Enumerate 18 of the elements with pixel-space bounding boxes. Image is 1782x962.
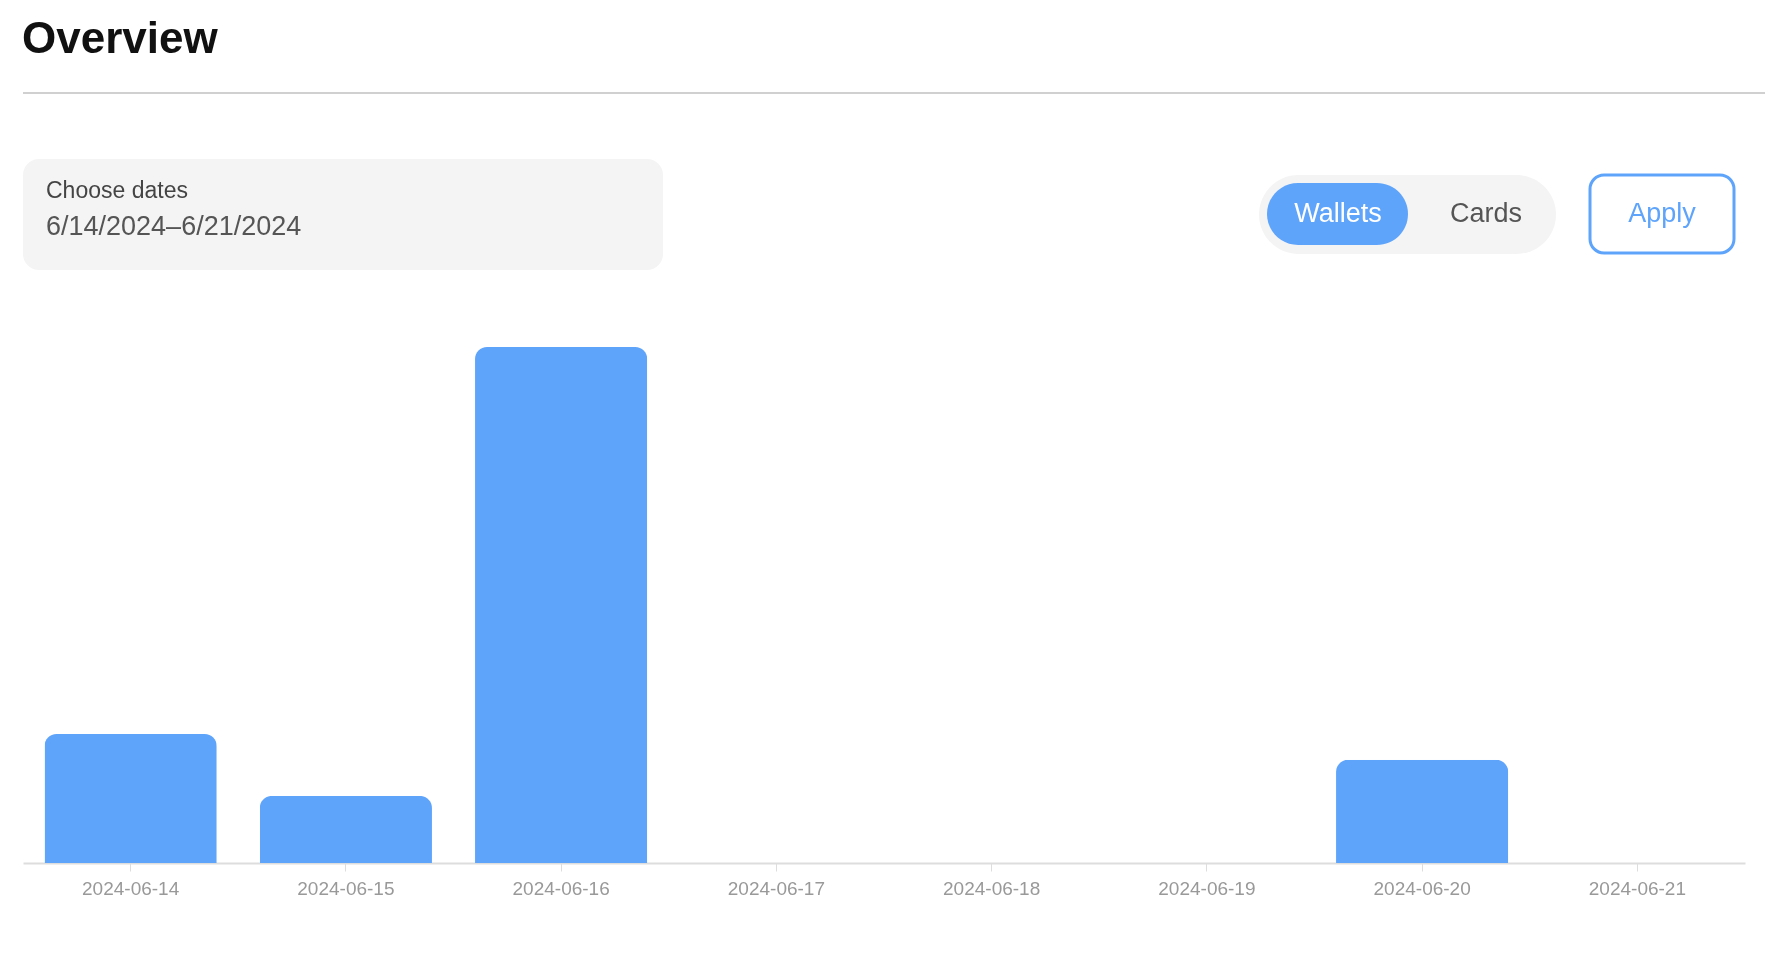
text: Apply (1628, 198, 1697, 228)
x-tick-label: 2024-06-16 (512, 877, 610, 899)
bar (259, 795, 432, 863)
bar (1336, 759, 1509, 863)
text: Choose dates (46, 177, 188, 203)
x-tick-label: 2024-06-17 (727, 877, 825, 899)
x-tick-label: 2024-06-15 (297, 877, 395, 899)
bar (44, 734, 217, 863)
x-tick-label: 2024-06-14 (82, 877, 180, 899)
chart-title: Overview (22, 13, 219, 62)
x-tick-label: 2024-06-20 (1373, 877, 1471, 899)
bar (475, 347, 648, 863)
x-tick-label: 2024-06-19 (1158, 877, 1256, 899)
x-tick-label: 2024-06-21 (1588, 877, 1686, 899)
text: Cards (1449, 198, 1523, 228)
x-tick-label: 2024-06-18 (943, 877, 1041, 899)
text: 6/14/2024–6/21/2024 (46, 211, 302, 241)
text: Wallets (1294, 198, 1382, 228)
